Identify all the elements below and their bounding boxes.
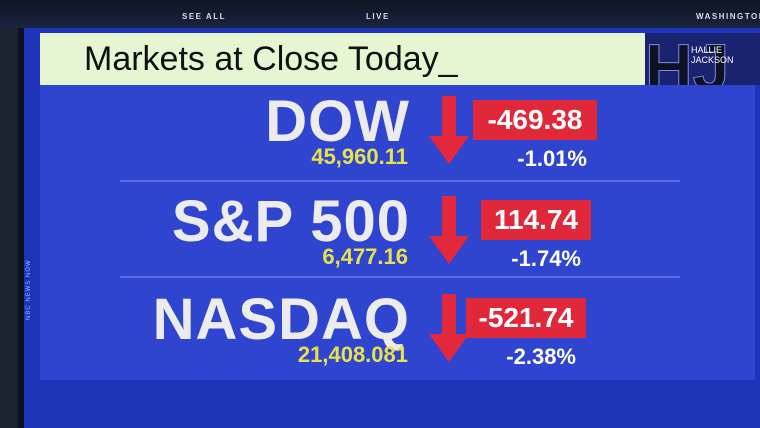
main-panel [40,85,755,380]
index-value: 6,477.16 [322,244,408,269]
show-logo: HJ HALLIE JACKSON [645,33,760,85]
top-bar: SEE ALL LIVE WASHINGTON [0,0,760,28]
separator [120,276,680,278]
index-value: 21,408.081 [297,342,408,367]
logo-initials: HJ [645,33,730,85]
index-change: -469.38 [473,100,597,140]
down-arrow [429,294,469,362]
see-all[interactable]: SEE ALL [182,12,226,21]
index-percent: -1.01% [517,146,587,171]
live[interactable]: LIVE [366,12,390,21]
index-change: 114.74 [481,200,591,240]
host-name: HALLIE JACKSON [691,45,734,65]
index-value: 45,960.11 [311,144,408,169]
index-change: -521.74 [466,298,586,338]
down-arrow [429,196,469,264]
index-name: NASDAQ [152,287,410,352]
title-bar [40,33,645,85]
title: Markets at Close Today_ [84,40,458,78]
index-name: DOW [265,89,410,154]
index-name: S&P 500 [171,189,410,254]
down-arrow [429,96,469,164]
location: WASHINGTON [696,12,760,21]
index-percent: -1.74% [511,246,581,271]
index-percent: -2.38% [506,344,576,369]
separator [120,180,680,182]
